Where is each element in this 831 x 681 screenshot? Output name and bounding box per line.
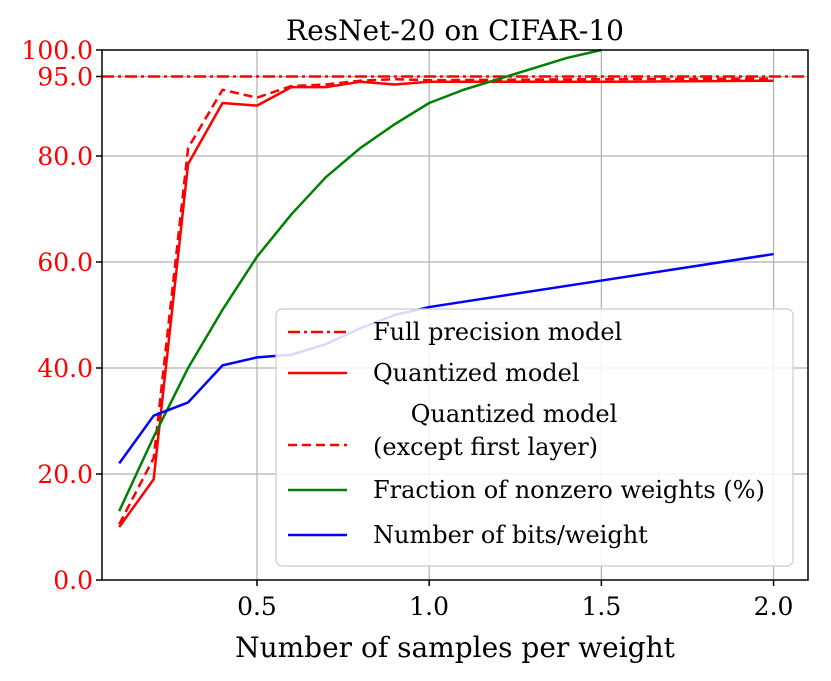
y-tick-label: 100.0 bbox=[21, 36, 93, 65]
legend-box bbox=[275, 308, 794, 567]
x-tick-label: 1.0 bbox=[409, 592, 449, 621]
y-tick-label: 80.0 bbox=[37, 142, 93, 171]
legend-label-nonzero-weights: Fraction of nonzero weights (%) bbox=[373, 476, 765, 504]
legend-label-quantized-except-first-line2: (except first layer) bbox=[373, 433, 598, 461]
y-tick-label: 20.0 bbox=[37, 460, 93, 489]
legend-label-full-precision: Full precision model bbox=[373, 318, 622, 346]
series-line-quantized-model bbox=[118, 79, 774, 528]
y-tick-label: 40.0 bbox=[37, 354, 93, 383]
series-line-quantized-model-except-first-layer bbox=[118, 77, 774, 525]
y-tick-label: 60.0 bbox=[37, 248, 93, 277]
x-tick-label: 0.5 bbox=[237, 592, 277, 621]
x-tick-label: 1.5 bbox=[581, 592, 621, 621]
legend-label-quantized: Quantized model bbox=[373, 359, 580, 387]
x-tick-label: 2.0 bbox=[754, 592, 794, 621]
plot-frame bbox=[101, 49, 809, 581]
legend-label-bits-per-weight: Number of bits/weight bbox=[373, 521, 648, 549]
y-tick-label: 0.0 bbox=[53, 566, 93, 595]
legend: Full precision model Quantized model Qua… bbox=[275, 308, 794, 567]
x-axis-label: Number of samples per weight bbox=[235, 631, 676, 664]
y-tick-label: 95.0 bbox=[37, 63, 93, 92]
legend-label-quantized-except-first-line1: Quantized model bbox=[411, 400, 618, 428]
chart-title: ResNet-20 on CIFAR-10 bbox=[286, 14, 624, 47]
series-line-fraction-of-nonzero-weights bbox=[118, 48, 602, 512]
